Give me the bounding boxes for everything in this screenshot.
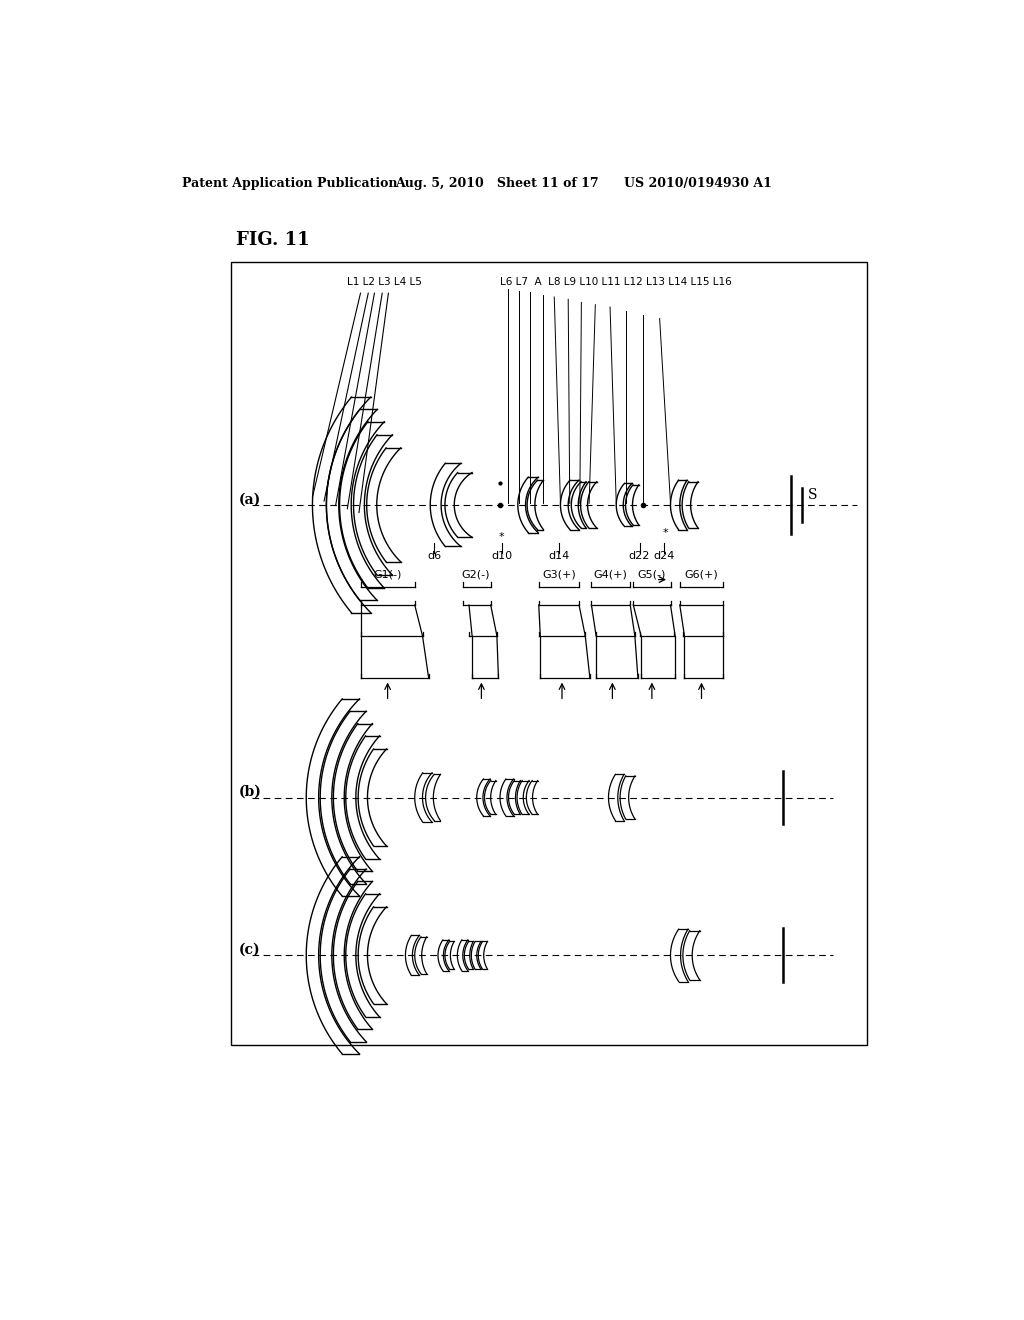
Bar	[231, 263, 866, 1045]
Text: (c): (c)	[239, 942, 260, 957]
Text: FIG. 11: FIG. 11	[237, 231, 310, 248]
Text: (b): (b)	[239, 785, 262, 799]
Text: L6 L7  A  L8 L9 L10 L11 L12 L13 L14 L15 L16: L6 L7 A L8 L9 L10 L11 L12 L13 L14 L15 L1…	[500, 277, 732, 288]
Text: (a): (a)	[239, 492, 261, 507]
Text: Aug. 5, 2010   Sheet 11 of 17: Aug. 5, 2010 Sheet 11 of 17	[395, 177, 599, 190]
Text: *: *	[663, 528, 669, 537]
Text: L1 L2 L3 L4 L5: L1 L2 L3 L4 L5	[347, 277, 422, 288]
Text: S: S	[808, 488, 817, 502]
Text: d10: d10	[492, 550, 513, 561]
Text: G3(+): G3(+)	[542, 569, 575, 579]
Text: Patent Application Publication: Patent Application Publication	[182, 177, 397, 190]
Text: G2(-): G2(-)	[461, 569, 489, 579]
Text: d14: d14	[548, 550, 569, 561]
Text: d24: d24	[653, 550, 675, 561]
Text: G6(+): G6(+)	[685, 569, 719, 579]
Text: *: *	[499, 532, 504, 541]
Text: G1(-): G1(-)	[374, 569, 401, 579]
Text: US 2010/0194930 A1: US 2010/0194930 A1	[624, 177, 772, 190]
Text: G5(-): G5(-)	[637, 569, 666, 579]
Text: d6: d6	[427, 550, 441, 561]
Text: d22: d22	[629, 550, 650, 561]
Text: G4(+): G4(+)	[593, 569, 627, 579]
